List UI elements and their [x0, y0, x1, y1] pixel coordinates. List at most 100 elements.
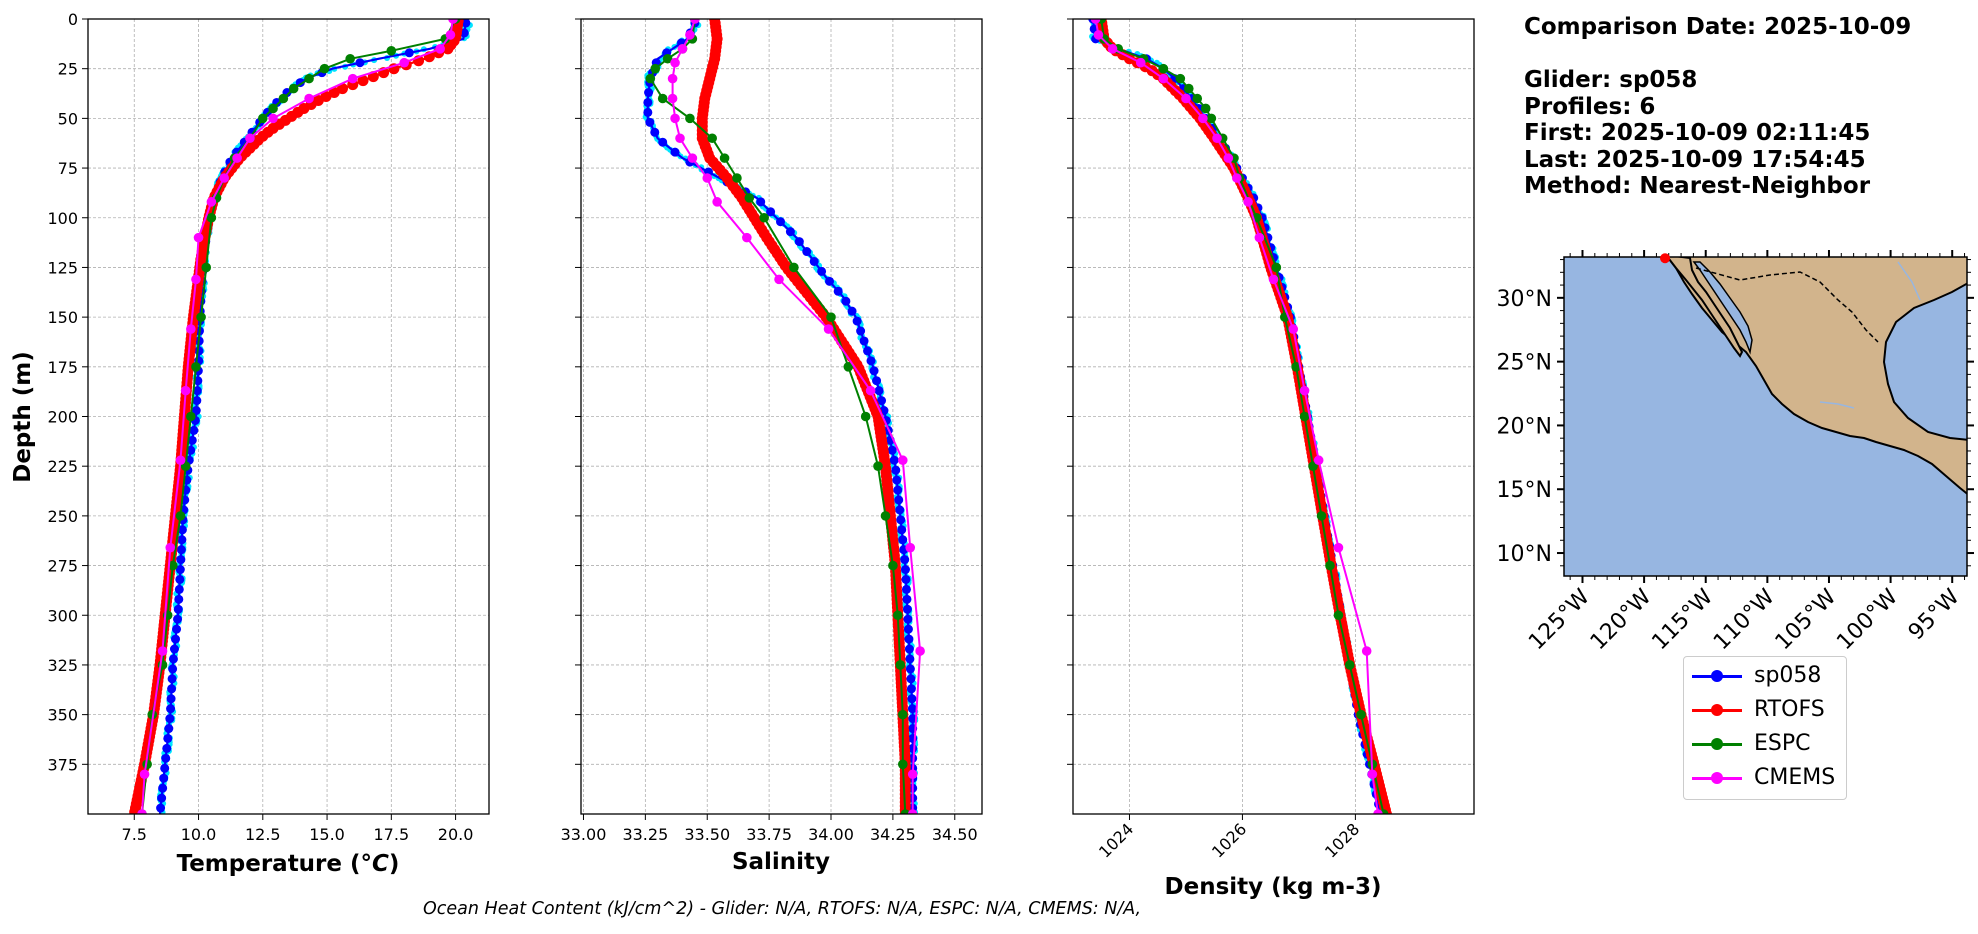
data-point [759, 212, 769, 223]
map-lon-label: 120°W [1586, 584, 1657, 655]
axes-frame [580, 18, 983, 815]
data-point [186, 324, 196, 334]
data-point [874, 386, 884, 396]
y-tick-label: 125 [47, 258, 78, 277]
data-point [900, 565, 910, 575]
data-point [192, 386, 202, 396]
method: Method: Nearest-Neighbor [1524, 173, 1871, 199]
data-point [173, 614, 183, 624]
temperature-axis-label: Temperature (°C) [177, 851, 400, 877]
data-point [712, 197, 722, 207]
data-point [176, 555, 186, 565]
data-point [892, 475, 902, 485]
y-tick-label: 300 [47, 606, 78, 625]
data-point [1192, 93, 1203, 104]
data-point [756, 197, 766, 207]
data-point [345, 53, 355, 64]
x-tick-label: 34.00 [808, 825, 854, 844]
map-lat-label: 25°N [1497, 351, 1552, 376]
data-point [158, 783, 168, 793]
data-point [191, 274, 201, 285]
x-tick-label: 7.5 [122, 825, 147, 844]
data-point [742, 232, 752, 243]
map-lon-label: 125°W [1524, 584, 1595, 655]
data-point [166, 704, 176, 714]
data-point [336, 83, 348, 95]
data-point [171, 634, 181, 644]
map-land-baja [1666, 257, 1744, 358]
data-point [1200, 103, 1211, 114]
data-point [201, 262, 212, 273]
data-point [175, 574, 185, 584]
data-point [347, 73, 358, 84]
data-point [245, 133, 255, 144]
x-tick-label: 1024 [1095, 819, 1137, 861]
data-point [896, 515, 906, 525]
data-point [1223, 153, 1234, 163]
data-point [915, 646, 925, 656]
x-tick-label: 17.5 [374, 825, 410, 844]
data-point [399, 57, 409, 68]
data-point [137, 809, 147, 814]
data-point [304, 73, 314, 84]
data-point [658, 137, 668, 147]
data-point [865, 385, 876, 396]
x-tick-label: 1028 [1321, 819, 1363, 861]
data-point [156, 803, 166, 813]
data-point [268, 103, 278, 114]
y-tick-label: 200 [47, 408, 78, 427]
x-tick-label: 10.0 [181, 825, 217, 844]
comparison-date: Comparison Date: 2025-10-09 [1524, 14, 1912, 40]
data-point [161, 753, 171, 763]
data-point [1271, 262, 1282, 273]
data-point [1175, 73, 1186, 84]
map-lake [1819, 401, 1855, 409]
data-point [877, 396, 887, 406]
data-point [719, 153, 730, 163]
data-point [860, 411, 871, 422]
data-point [445, 30, 456, 40]
plot-area [642, 19, 925, 814]
x-tick-label: 34.25 [870, 825, 916, 844]
data-point [907, 809, 918, 814]
axes-frame [87, 18, 490, 815]
map-lat-label: 15°N [1497, 478, 1552, 503]
legend-marker [1711, 772, 1723, 784]
y-tick-label: 175 [47, 358, 78, 377]
data-point [191, 406, 201, 416]
profile-count: Profiles: 6 [1524, 93, 1656, 120]
map-river [1897, 261, 1921, 301]
data-point [901, 574, 911, 584]
data-point [895, 660, 906, 670]
data-point [744, 193, 755, 203]
x-tick-label: 33.25 [622, 825, 668, 844]
data-point [843, 362, 854, 372]
y-axis-label: Depth (m) [10, 351, 36, 483]
map-lat-label: 10°N [1497, 542, 1552, 567]
y-tick-label: 0 [68, 10, 78, 29]
legend-marker [1711, 738, 1723, 750]
density-axis-label: Density (kg m-3) [1165, 874, 1382, 900]
map-lon-label: 115°W [1647, 584, 1718, 655]
data-point [191, 362, 201, 372]
x-tick-label: 20.0 [438, 825, 474, 844]
map-lon-label: 100°W [1832, 584, 1903, 655]
data-point [1333, 610, 1344, 621]
info-panel: Comparison Date: 2025-10-09 Glider: sp05… [1524, 14, 1911, 200]
data-point [901, 584, 911, 594]
data-point [887, 445, 897, 455]
data-point [685, 113, 695, 124]
data-point [897, 525, 907, 535]
data-point [268, 113, 278, 124]
data-point [1135, 57, 1146, 68]
temperature-panel: 0 25 50 75 100 125 150 175 200 225 250 275 300 325 350… [47, 10, 490, 844]
data-point [319, 63, 330, 74]
data-point [826, 312, 836, 322]
data-point [873, 461, 883, 471]
data-point [1231, 173, 1242, 183]
data-point [893, 610, 903, 621]
data-point [897, 759, 908, 770]
data-point [794, 237, 804, 247]
data-point [175, 455, 186, 466]
